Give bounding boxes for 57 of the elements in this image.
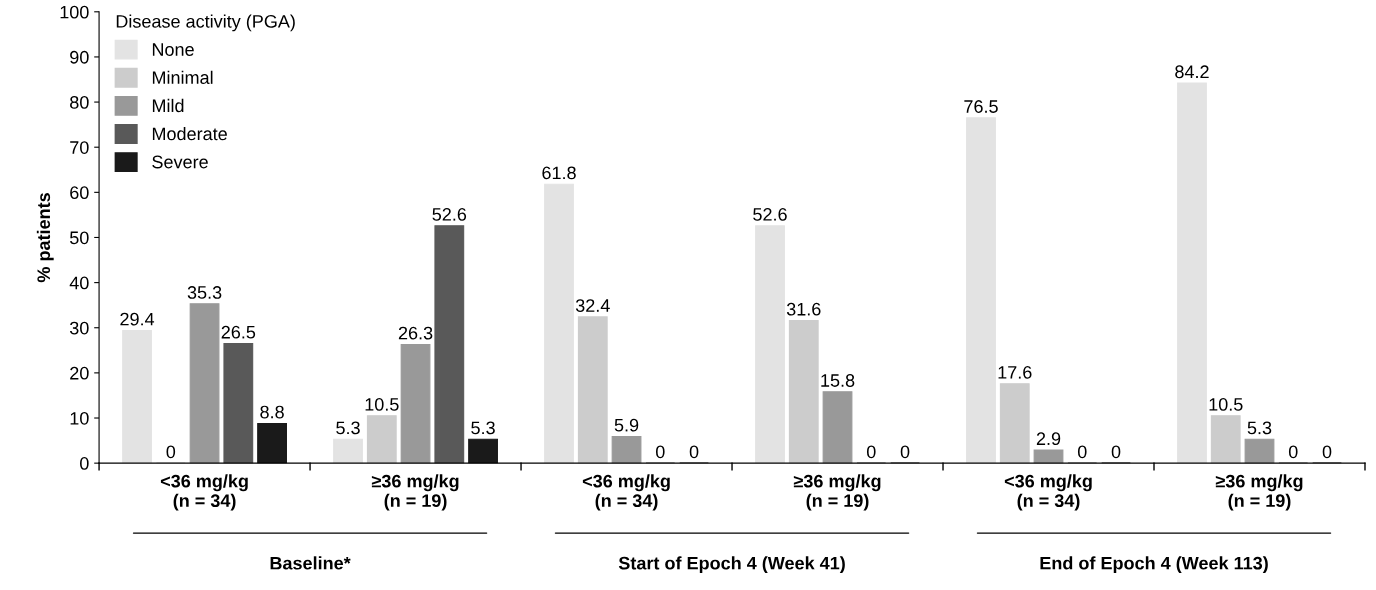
y-tick-label: 100 xyxy=(60,5,89,19)
data-label: 76.5 xyxy=(964,100,998,113)
data-label: 32.4 xyxy=(575,299,610,312)
data-label: 5.9 xyxy=(614,418,639,432)
text: Baseline* xyxy=(270,556,351,570)
legend-label: Minimal xyxy=(152,70,213,85)
legend-label: Moderate xyxy=(152,127,227,141)
y-tick-label: 50 xyxy=(69,231,89,245)
data-label: 29.4 xyxy=(120,312,155,326)
data-label: 10.5 xyxy=(1209,398,1243,411)
y-axis-title: % patients xyxy=(36,193,54,283)
text: End of Epoch 4 (Week 113) xyxy=(1040,556,1268,574)
data-label: 31.6 xyxy=(786,302,821,316)
legend-title: Disease activity (PGA) xyxy=(116,14,295,32)
data-label: 52.6 xyxy=(432,208,467,221)
data-label: 0 xyxy=(1322,445,1332,459)
data-label: 5.3 xyxy=(471,421,495,435)
x-tick-label: ≥36 mg/kg (n = 19) xyxy=(1215,474,1303,511)
data-label: 26.5 xyxy=(221,325,256,339)
data-label: 35.3 xyxy=(187,286,222,299)
data-label: 84.2 xyxy=(1175,65,1209,79)
legend-label: Severe xyxy=(152,155,208,169)
data-label: 0 xyxy=(1111,445,1121,459)
y-tick-label: 10 xyxy=(70,411,89,425)
text: Start of Epoch 4 (Week 41) xyxy=(618,556,845,574)
y-tick-label: 0 xyxy=(80,457,89,470)
data-label: 0 xyxy=(1288,445,1298,459)
data-label: 2.9 xyxy=(1036,432,1061,446)
legend-label: None xyxy=(152,43,194,56)
data-label: 61.8 xyxy=(542,166,576,180)
data-label: 5.3 xyxy=(336,421,360,435)
data-label: 10.5 xyxy=(365,398,399,411)
x-tick-label: ≥36 mg/kg (n = 19) xyxy=(371,474,459,511)
data-label: 0 xyxy=(1077,445,1087,459)
y-tick-label: 40 xyxy=(69,276,89,290)
data-label: 26.3 xyxy=(398,326,433,340)
y-tick-label: 80 xyxy=(70,96,89,109)
data-label: 15.8 xyxy=(821,374,855,387)
y-tick-label: 60 xyxy=(70,186,89,200)
x-tick-label: <36 mg/kg (n = 34) xyxy=(160,474,248,511)
data-label: 0 xyxy=(900,445,910,459)
data-label: 0 xyxy=(689,445,699,459)
data-label: 0 xyxy=(655,445,665,459)
data-label: 0 xyxy=(866,445,876,459)
data-label: 17.6 xyxy=(998,365,1032,379)
y-tick-label: 20 xyxy=(70,366,89,380)
legend-label: Mild xyxy=(152,98,184,113)
x-tick-label: ≥36 mg/kg (n = 19) xyxy=(793,474,881,511)
data-label: 8.8 xyxy=(260,405,284,419)
x-tick-label: <36 mg/kg (n = 34) xyxy=(1004,474,1092,511)
x-tick-label: <36 mg/kg (n = 34) xyxy=(582,474,670,511)
data-label: 5.3 xyxy=(1247,421,1272,435)
y-tick-label: 30 xyxy=(69,321,89,335)
y-tick-label: 90 xyxy=(70,50,89,64)
y-tick-label: 70 xyxy=(70,141,89,154)
data-label: 0 xyxy=(166,445,176,459)
data-label: 52.6 xyxy=(753,208,787,221)
